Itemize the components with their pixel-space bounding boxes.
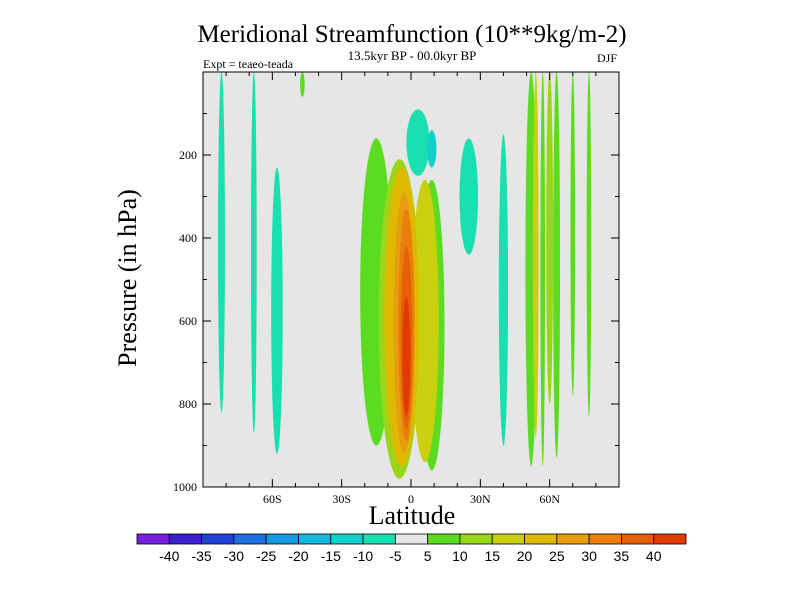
x-tick-label: 60S <box>263 492 282 506</box>
x-axis-label: Latitude <box>369 501 456 530</box>
colorbar-swatch <box>201 533 235 545</box>
colorbar-swatch <box>588 533 622 545</box>
contour-fills <box>218 72 592 479</box>
colorbar: -40 -35 -30 -25 -20 -15 -10 -5 5 10 15 20 25 30 35 40 <box>136 533 687 564</box>
colorbar-swatch <box>168 533 202 545</box>
colorbar-swatch <box>621 533 655 545</box>
colorbar-swatch <box>556 533 590 545</box>
colorbar-label: -40 <box>159 548 179 564</box>
colorbar-label: 40 <box>646 548 662 564</box>
contour-cell <box>427 130 437 168</box>
y-tick-label: 1000 <box>173 480 197 494</box>
y-tick-label: 400 <box>179 231 197 245</box>
colorbar-swatch <box>330 533 364 545</box>
colorbar-swatch <box>233 533 267 545</box>
colorbar-label: 15 <box>484 548 500 564</box>
contour-cell <box>553 72 561 458</box>
y-tick-label: 200 <box>179 148 197 162</box>
colorbar-swatch <box>298 533 332 545</box>
colorbar-label: -35 <box>191 548 211 564</box>
colorbar-label: 35 <box>614 548 630 564</box>
contour-cell <box>498 134 509 446</box>
axis-ticks: 60S 30S 0 30N 60N 200 400 600 800 1000 <box>173 72 619 506</box>
chart-title: Meridional Streamfunction (10**9kg/m-2) <box>197 21 626 48</box>
x-tick-label: 60N <box>539 492 560 506</box>
contour-cell <box>546 72 554 404</box>
contour-cell <box>570 72 576 396</box>
colorbar-label: -25 <box>256 548 276 564</box>
colorbar-swatch <box>459 533 493 545</box>
y-axis-label: Pressure (in hPa) <box>113 189 142 367</box>
colorbar-swatch <box>524 533 558 545</box>
contour-cell <box>218 72 225 413</box>
colorbar-swatch <box>362 533 396 545</box>
y-tick-label: 600 <box>179 314 197 328</box>
contour-cell <box>540 72 546 467</box>
colorbar-label: -30 <box>224 548 244 564</box>
colorbar-label: -15 <box>321 548 341 564</box>
colorbar-swatch <box>136 533 170 545</box>
x-tick-label: 0 <box>408 492 414 506</box>
colorbar-label: -10 <box>353 548 373 564</box>
colorbar-label: 10 <box>452 548 468 564</box>
contour-cell <box>402 296 411 417</box>
y-tick-label: 800 <box>179 397 197 411</box>
colorbar-swatch <box>265 533 299 545</box>
colorbar-swatch <box>394 533 429 545</box>
colorbar-label: 5 <box>424 548 432 564</box>
colorbar-swatch <box>491 533 525 545</box>
contour-cell <box>250 72 257 434</box>
chart-subtitle: 13.5kyr BP - 00.0kyr BP <box>348 48 477 63</box>
contour-cell <box>586 72 592 417</box>
season-label: DJF <box>597 51 617 65</box>
colorbar-label: 30 <box>581 548 597 564</box>
contour-cell <box>459 138 479 255</box>
contour-cell <box>532 72 539 438</box>
colorbar-label: 25 <box>549 548 565 564</box>
colorbar-swatch <box>653 533 687 545</box>
contour-cell <box>406 109 430 176</box>
experiment-label: Expt = teaeo-teada <box>203 57 294 71</box>
plot-area <box>202 71 620 488</box>
colorbar-label: 20 <box>517 548 533 564</box>
colorbar-label: -20 <box>288 548 308 564</box>
contour-cell <box>300 72 305 97</box>
x-tick-label: 30S <box>332 492 351 506</box>
colorbar-swatch <box>427 533 461 545</box>
contour-cell <box>271 167 283 454</box>
x-tick-label: 30N <box>470 492 491 506</box>
contour-cell <box>411 179 439 463</box>
colorbar-label: -5 <box>389 548 402 564</box>
